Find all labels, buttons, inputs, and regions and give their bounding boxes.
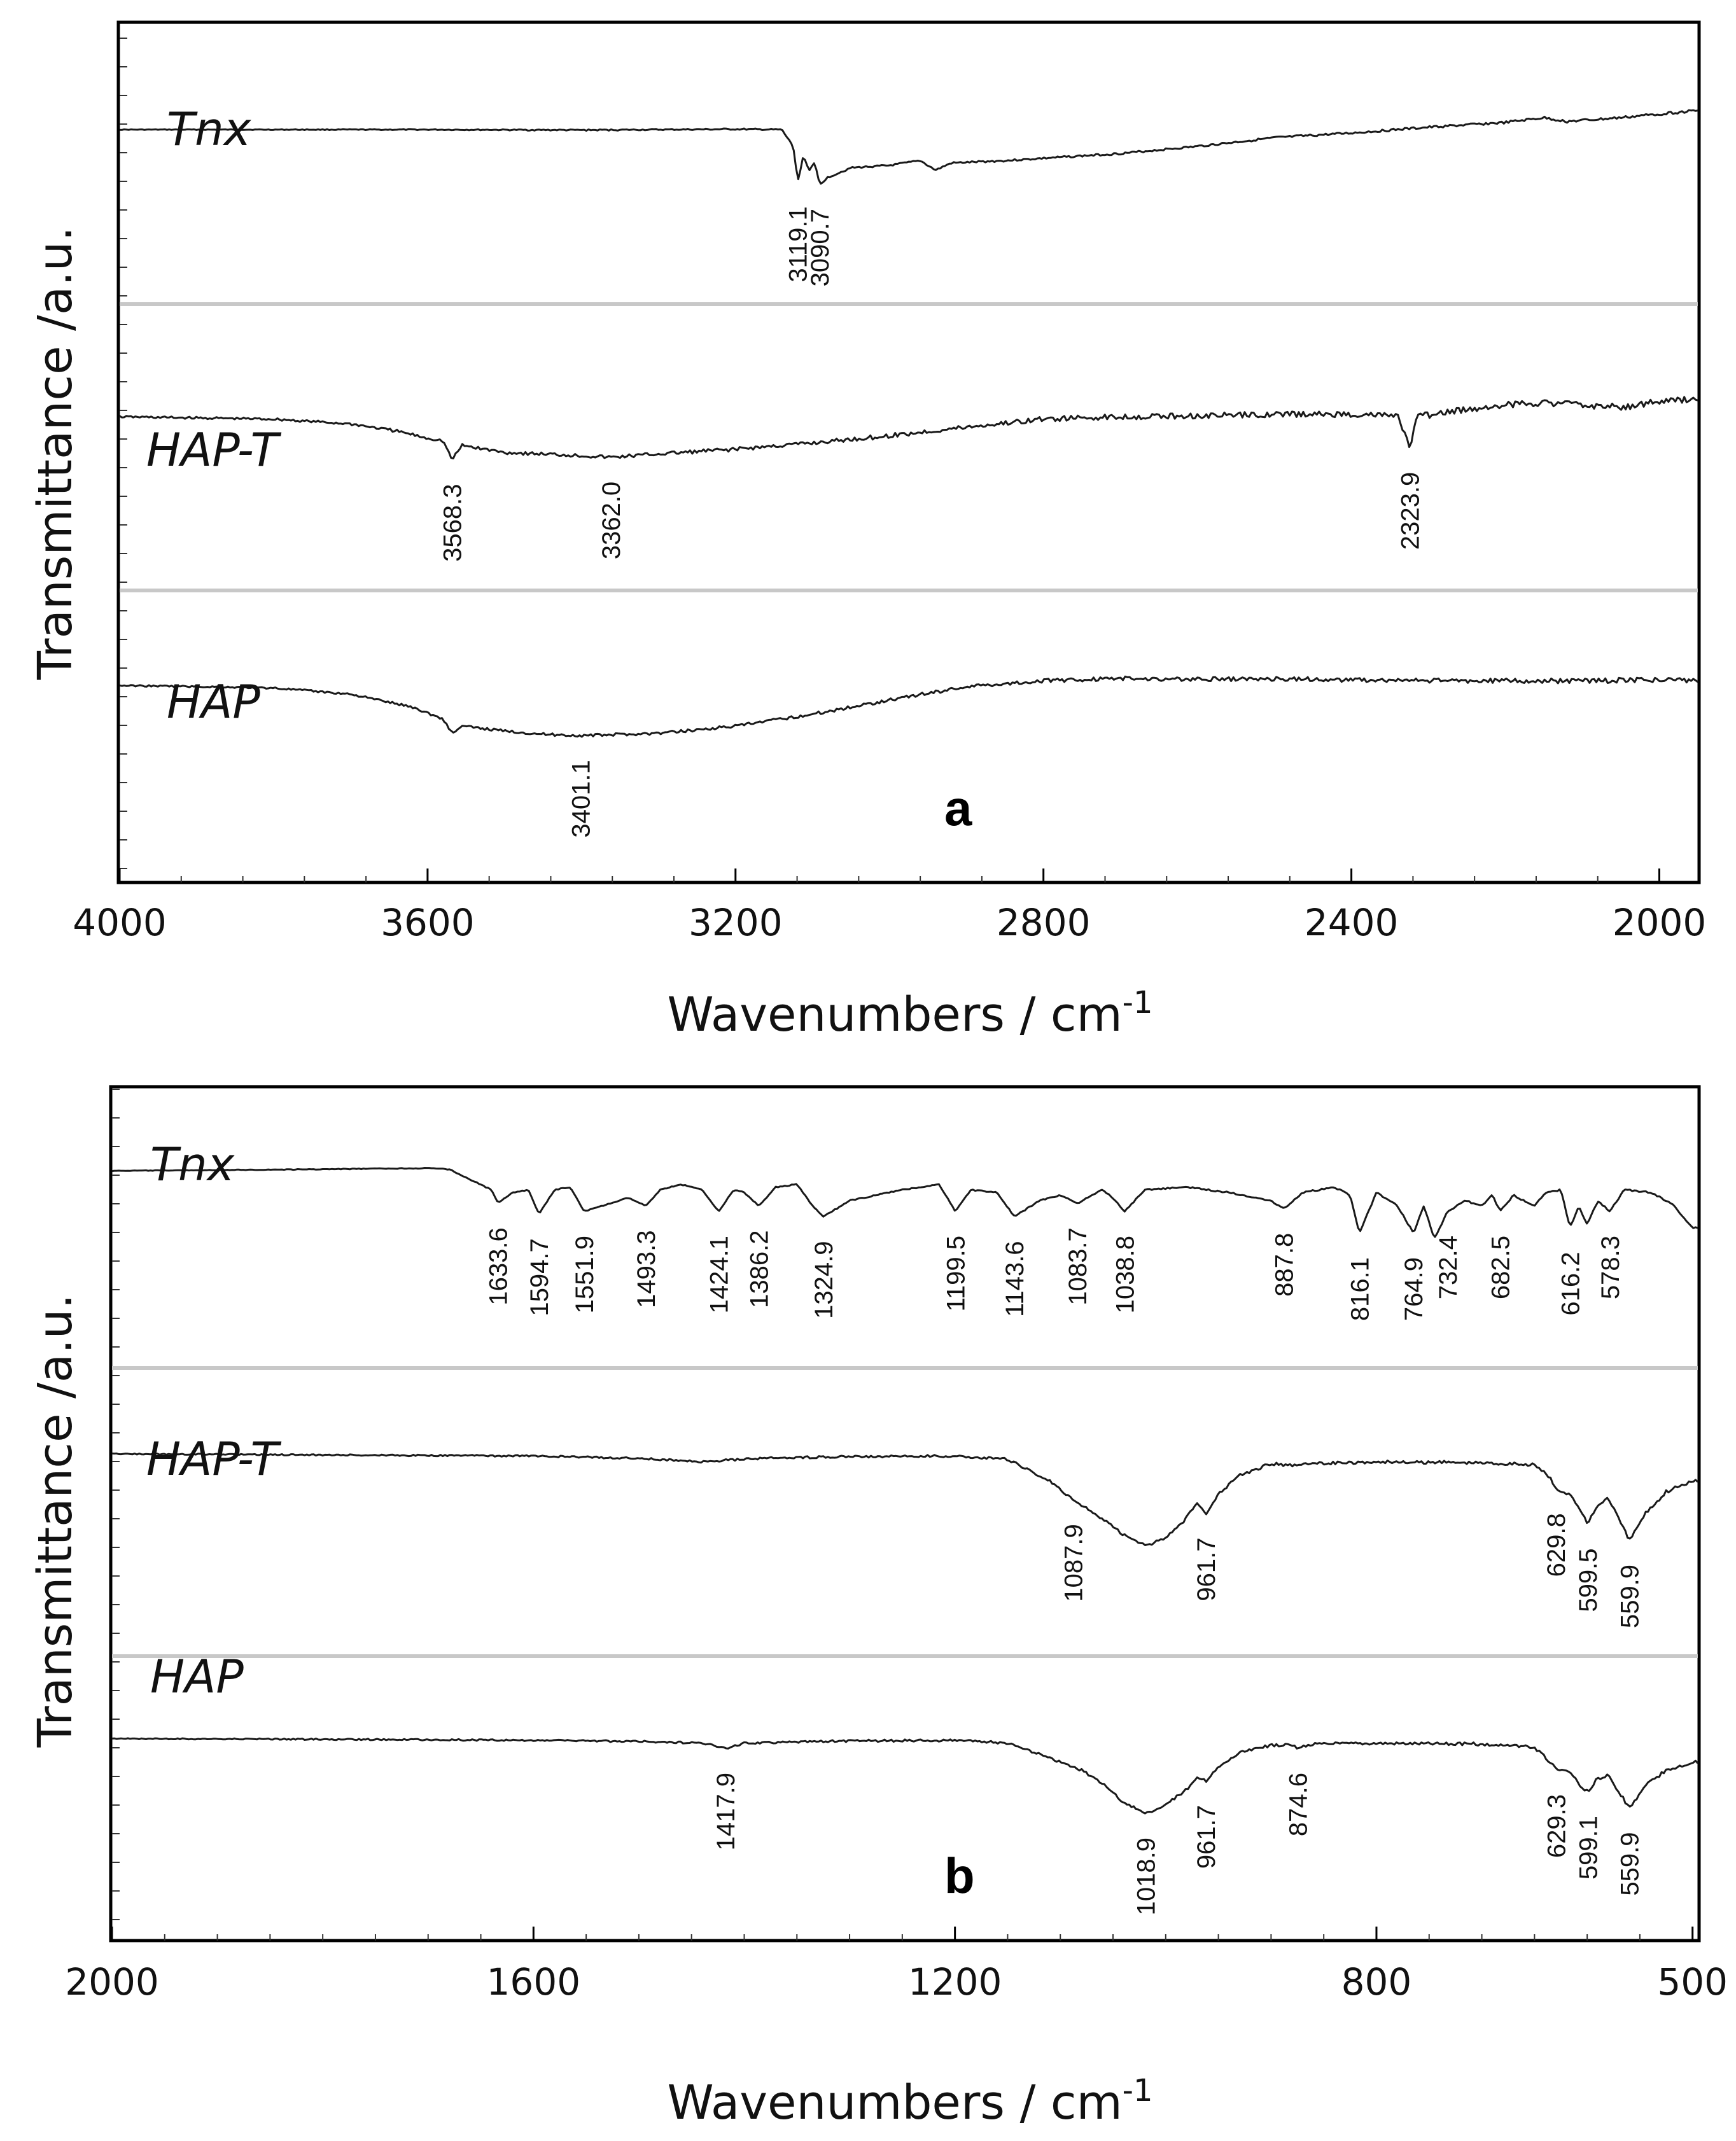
peak-label: 874.6 [1285,1773,1313,1836]
x-tick-label: 800 [1341,1960,1412,2004]
x-tick-label: 4000 [73,901,167,944]
panel-b-trace-name-hap: HAP [150,1650,244,1703]
peak-label: 1199.5 [942,1236,970,1311]
peak-label: 2323.9 [1397,472,1425,550]
x-tick-label: 3200 [689,901,783,944]
panel-a-y-ticks [120,38,127,869]
peak-label: 816.1 [1346,1257,1374,1321]
peak-label: 629.8 [1543,1513,1571,1577]
x-tick-label: 2000 [1613,901,1707,944]
panel-a-trace-name-hap-t: HAP-T [146,423,282,477]
panel-a-frame [116,20,1701,884]
peak-label: 616.2 [1557,1252,1585,1316]
panel-a-traces [119,109,1698,738]
peak-label: 578.3 [1597,1236,1625,1299]
peak-label: 629.3 [1543,1794,1571,1858]
peak-label: 3090.7 [806,209,834,286]
panel-b: 2000 1600 1200 800 500 1633.6 1594.7 1551.9 149… [28,1085,1728,2130]
peak-label: 682.5 [1487,1236,1515,1299]
peak-label: 3401.1 [568,760,596,837]
peak-label: 1324.9 [810,1241,838,1319]
peak-label: 559.9 [1616,1832,1644,1896]
x-tick-label: 3600 [381,901,475,944]
peak-label: 3362.0 [598,482,626,559]
peak-label: 1386.2 [745,1231,773,1308]
panel-b-y-axis-title: Transmittance /a.u. [28,1294,83,1748]
panel-b-traces [111,1167,1699,1815]
panel-b-x-axis-title-sup: -1 [1123,2073,1153,2109]
peak-label: 599.1 [1575,1816,1603,1879]
panel-b-trace-name-tnx: Tnx [150,1138,235,1191]
spectrum-line-hap [111,1737,1699,1815]
spectrum-line-hap-t [111,1452,1698,1546]
peak-label: 1038.8 [1112,1236,1140,1313]
spectrum-line-tnx [119,109,1698,185]
peak-label: 1594.7 [526,1238,554,1316]
panel-a-trace-name-hap: HAP [167,675,260,729]
x-tick-label: 1600 [487,1960,581,2004]
peak-label: 1143.6 [1001,1241,1029,1317]
panel-a-letter: a [944,780,972,836]
peak-label: 599.5 [1574,1549,1602,1612]
peak-label: 3568.3 [438,484,466,562]
peak-label: 1087.9 [1060,1524,1088,1601]
panel-a-x-ticks: 4000 3600 3200 2800 2400 2000 [73,868,1706,944]
panel-b-x-axis-title: Wavenumbers / cm-1 [667,2073,1152,2130]
panel-b-frame [109,1085,1701,1942]
x-tick-label: 2400 [1305,901,1399,944]
peak-label: 732.4 [1434,1236,1462,1299]
panel-b-y-ticks [112,1089,120,1920]
panel-a-x-axis-title-main: Wavenumbers / cm [667,987,1122,1042]
panel-b-letter: b [944,1848,975,1904]
peak-label: 1633.6 [485,1227,513,1305]
panel-b-x-ticks: 2000 1600 1200 800 500 [65,1927,1728,2004]
peak-label: 1083.7 [1064,1227,1092,1305]
x-tick-label: 2800 [997,901,1091,944]
peak-label: 1551.9 [571,1236,599,1313]
peak-label: 1417.9 [712,1773,740,1850]
peak-label: 961.7 [1193,1538,1221,1601]
peak-label: 764.9 [1400,1257,1428,1321]
panel-b-peak-labels: 1633.6 1594.7 1551.9 1493.3 1424.1 1386.2 1324… [485,1227,1644,1915]
peak-label: 887.8 [1271,1233,1299,1297]
panel-a-y-axis-title: Transmittance /a.u. [28,227,83,680]
panel-b-trace-name-hap-t: HAP-T [146,1432,282,1486]
peak-label: 1424.1 [706,1236,734,1313]
spectrum-line-hap-t [119,396,1698,459]
panel-b-x-axis-title-main: Wavenumbers / cm [667,2075,1122,2130]
panel-a-x-axis-title-sup: -1 [1123,985,1153,1021]
panel-a-trace-name-tnx: Tnx [167,102,252,156]
x-tick-label: 1200 [908,1960,1002,2004]
peak-label: 559.9 [1616,1565,1644,1628]
peak-label: 3119.1 [785,206,813,282]
peak-label: 1493.3 [633,1231,661,1308]
peak-label: 961.7 [1193,1805,1221,1869]
panel-a-x-axis-title: Wavenumbers / cm-1 [667,985,1152,1042]
x-tick-label: 500 [1657,1960,1728,2004]
spectrum-line-tnx [111,1167,1698,1238]
spectrum-line-hap [119,675,1698,738]
x-tick-label: 2000 [65,1960,159,2004]
peak-label: 1018.9 [1133,1838,1161,1915]
